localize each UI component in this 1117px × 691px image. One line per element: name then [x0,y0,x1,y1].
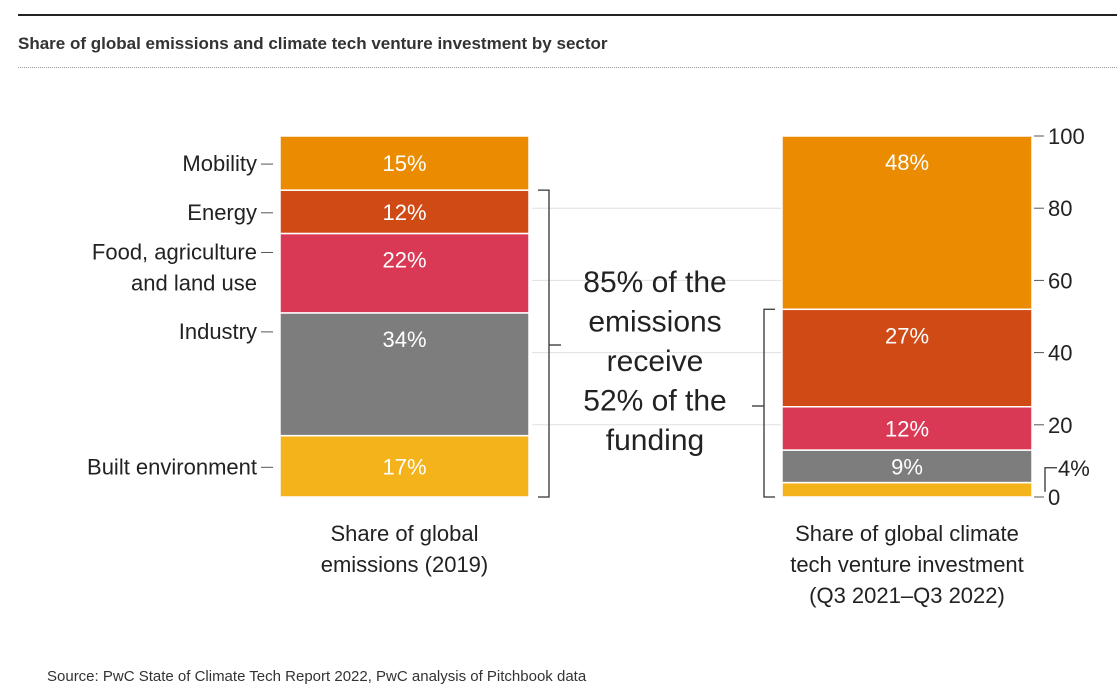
value-label-mobility-1: 15% [382,151,426,176]
category-label-2-line-1: Share of global climate [795,521,1019,546]
bar-food-agriculture-and-land-use-2 [781,406,1033,451]
value-label-industry-2: 9% [891,454,923,479]
right-bracket [763,308,775,498]
category-label-2-line-3: (Q3 2021–Q3 2022) [809,583,1005,608]
category-label-1-line-2: emissions (2019) [321,552,489,577]
annotation-line-5: funding [606,424,704,457]
value-label-energy-1: 12% [382,200,426,225]
value-label-food-agriculture-and-land-use-1: 22% [382,247,426,272]
value-label-built-environment-2-outside: 4% [1058,456,1090,481]
top-rule [18,14,1117,16]
y-tick-label-0: 0 [1048,485,1060,510]
bar-food-agriculture-and-land-use-1 [279,232,530,314]
series-label-built-environment: Built environment [87,454,257,479]
bar-industry-1 [279,312,530,437]
bar-industry-2 [781,449,1033,484]
category-label-1-line-1: Share of global [331,521,479,546]
bar-energy-2 [781,308,1033,408]
series-label-food-agriculture-and-land-use-line-1: Food, agriculture [92,239,257,264]
bar-mobility-2 [781,135,1033,311]
series-label-mobility: Mobility [182,151,257,176]
bar-mobility-1 [279,135,530,191]
bar-built-environment-2 [781,481,1033,498]
value-label-food-agriculture-and-land-use-2: 12% [885,416,929,441]
series-label-industry: Industry [179,319,257,344]
category-label-2-line-2: tech venture investment [790,552,1024,577]
value-label-energy-2: 27% [885,323,929,348]
title-divider [18,67,1117,68]
value-label-industry-1: 34% [382,327,426,352]
y-tick-label-40: 40 [1048,341,1072,366]
series-label-food-agriculture-and-land-use-line-2: and land use [131,270,257,295]
chart-title: Share of global emissions and climate te… [18,34,608,53]
value-label-mobility-2: 48% [885,150,929,175]
annotation-line-2: emissions [588,306,721,339]
source-note: Source: PwC State of Climate Tech Report… [47,668,587,685]
y-tick-label-60: 60 [1048,268,1072,293]
y-tick-label-80: 80 [1048,196,1072,221]
left-bracket [538,189,550,498]
y-tick-label-20: 20 [1048,413,1072,438]
bar-energy-1 [279,189,530,235]
series-label-energy: Energy [187,200,257,225]
value-label-built-environment-1: 17% [382,454,426,479]
y-tick-label-100: 100 [1048,124,1085,149]
annotation-line-3: receive [607,345,704,378]
small-segment-pointer [1044,467,1057,492]
annotation-line-1: 85% of the [583,266,726,299]
annotation-line-4: 52% of the [583,385,726,418]
